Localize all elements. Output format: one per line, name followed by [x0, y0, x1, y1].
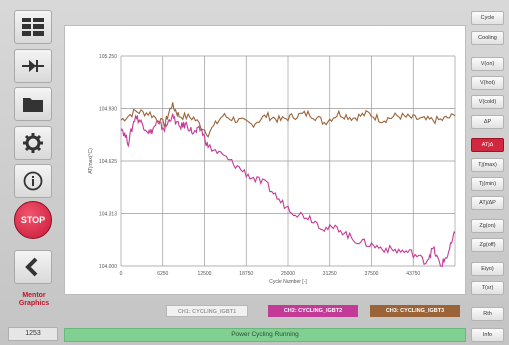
stop-label: STOP: [20, 215, 46, 225]
measurement-button[interactable]: Rth: [471, 307, 504, 321]
measurement-button[interactable]: V(cold): [471, 95, 504, 109]
x-tick-label: 25000: [281, 271, 295, 277]
cycle-counter: 1253: [8, 327, 58, 341]
device-button[interactable]: [14, 49, 52, 83]
measurement-button[interactable]: V(on): [471, 57, 504, 71]
grid-view-button[interactable]: [14, 10, 52, 44]
y-tick-label: 104.930: [99, 107, 117, 113]
measurement-button[interactable]: Cycle: [471, 11, 504, 25]
measurement-button[interactable]: Zg(on): [471, 219, 504, 233]
measurement-button[interactable]: ATj/ΔP: [471, 196, 504, 210]
series-line-ch2: [120, 113, 456, 267]
gear-icon: [23, 133, 43, 153]
x-tick-label: 18750: [239, 271, 253, 277]
y-tick-label: 105.250: [99, 54, 117, 60]
info-icon: [23, 171, 43, 191]
settings-button[interactable]: [14, 126, 52, 160]
measurement-button[interactable]: ATjΔ: [471, 138, 504, 152]
mentor-graphics-logo: Mentor Graphics: [8, 292, 60, 308]
logo-line-1: Mentor: [22, 292, 46, 299]
y-tick-label: 104.313: [99, 212, 117, 218]
x-tick-label: 37500: [365, 271, 379, 277]
measurement-button[interactable]: Tj(max): [471, 158, 504, 172]
legend-ch1-button[interactable]: CH1: CYCLING_IGBT1: [166, 305, 248, 317]
x-tick-label: 31250: [323, 271, 337, 277]
x-tick-label: 0: [120, 271, 123, 277]
grid-icon: [22, 18, 44, 36]
measurement-button[interactable]: Info: [471, 328, 504, 342]
y-tick-label: 104.625: [99, 159, 117, 165]
x-tick-label: 6250: [157, 271, 168, 277]
y-tick-label: 104.000: [99, 264, 117, 270]
measurement-button[interactable]: Zg(off): [471, 238, 504, 252]
y-axis-title: ATjmax(°C): [88, 148, 94, 174]
measurement-button[interactable]: Tj(min): [471, 177, 504, 191]
info-button[interactable]: [14, 164, 52, 198]
x-tick-label: 43750: [406, 271, 420, 277]
legend-ch3-button[interactable]: CH3: CYCLING_IGBT3: [370, 305, 460, 317]
measurement-button[interactable]: V(hot): [471, 76, 504, 90]
x-tick-label: 12500: [198, 271, 212, 277]
measurement-button[interactable]: ΔP: [471, 115, 504, 129]
plot-panel: 105.250 104.930 104.625 104.313 104.000 0 6250…: [64, 25, 466, 295]
back-button[interactable]: [14, 250, 52, 284]
measurement-button[interactable]: Cooling: [471, 31, 504, 45]
status-bar: Power Cycling Running: [64, 328, 466, 342]
diode-icon: [22, 60, 44, 72]
folder-icon: [23, 98, 43, 112]
series-line-ch3: [120, 102, 456, 139]
measurement-button[interactable]: T(sr): [471, 281, 504, 295]
stop-button[interactable]: STOP: [14, 201, 52, 239]
logo-line-2: Graphics: [18, 300, 50, 307]
measurement-button[interactable]: Eiyo): [471, 262, 504, 276]
legend-ch2-button[interactable]: CH2: CYCLING_IGBT2: [268, 305, 358, 317]
x-axis-title: Cycle Number [-]: [269, 279, 307, 285]
open-folder-button[interactable]: [14, 87, 52, 121]
back-chevron-icon: [25, 257, 38, 277]
